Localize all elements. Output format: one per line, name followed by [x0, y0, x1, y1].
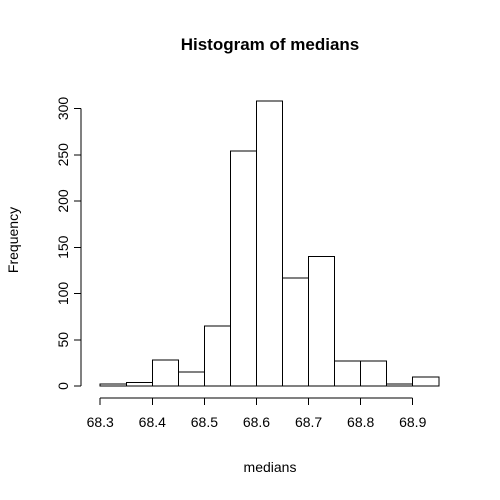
y-tick-label: 50 [55, 332, 71, 348]
histogram-bar [334, 360, 362, 387]
y-tick-label: 100 [55, 282, 71, 306]
histogram-bar [125, 381, 153, 387]
y-tick-label: 250 [55, 143, 71, 167]
y-axis-label: Frequency [5, 207, 21, 273]
histogram-bar [412, 376, 440, 387]
x-tick-label: 68.8 [347, 414, 374, 430]
y-tick-label: 300 [55, 97, 71, 121]
x-tick-label: 68.4 [139, 414, 166, 430]
x-tick-label: 68.7 [295, 414, 322, 430]
histogram-bar [99, 383, 127, 387]
x-tick-label: 68.3 [87, 414, 114, 430]
x-tick-label: 68.9 [399, 414, 426, 430]
x-axis-label: medians [244, 459, 297, 475]
histogram-bar [203, 325, 231, 387]
histogram-bars [99, 100, 440, 387]
y-tick-label: 150 [55, 235, 71, 259]
histogram-bar [151, 359, 179, 387]
y-tick-label: 0 [55, 382, 71, 390]
chart-title: Histogram of medians [181, 35, 360, 54]
x-axis: 68.3 68.4 68.5 68.6 68.7 68.8 68.9 [87, 397, 427, 430]
x-tick-label: 68.5 [191, 414, 218, 430]
histogram-bar [229, 150, 257, 387]
histogram-bar [386, 383, 414, 387]
y-tick-label: 200 [55, 189, 71, 213]
y-axis: 0 50 100 150 200 250 300 [55, 97, 82, 390]
histogram-bar [282, 277, 310, 387]
histogram-bar [255, 100, 284, 387]
histogram-bar [177, 371, 205, 387]
histogram-bar [308, 256, 336, 387]
x-tick-label: 68.6 [243, 414, 270, 430]
histogram-bar [360, 360, 388, 387]
